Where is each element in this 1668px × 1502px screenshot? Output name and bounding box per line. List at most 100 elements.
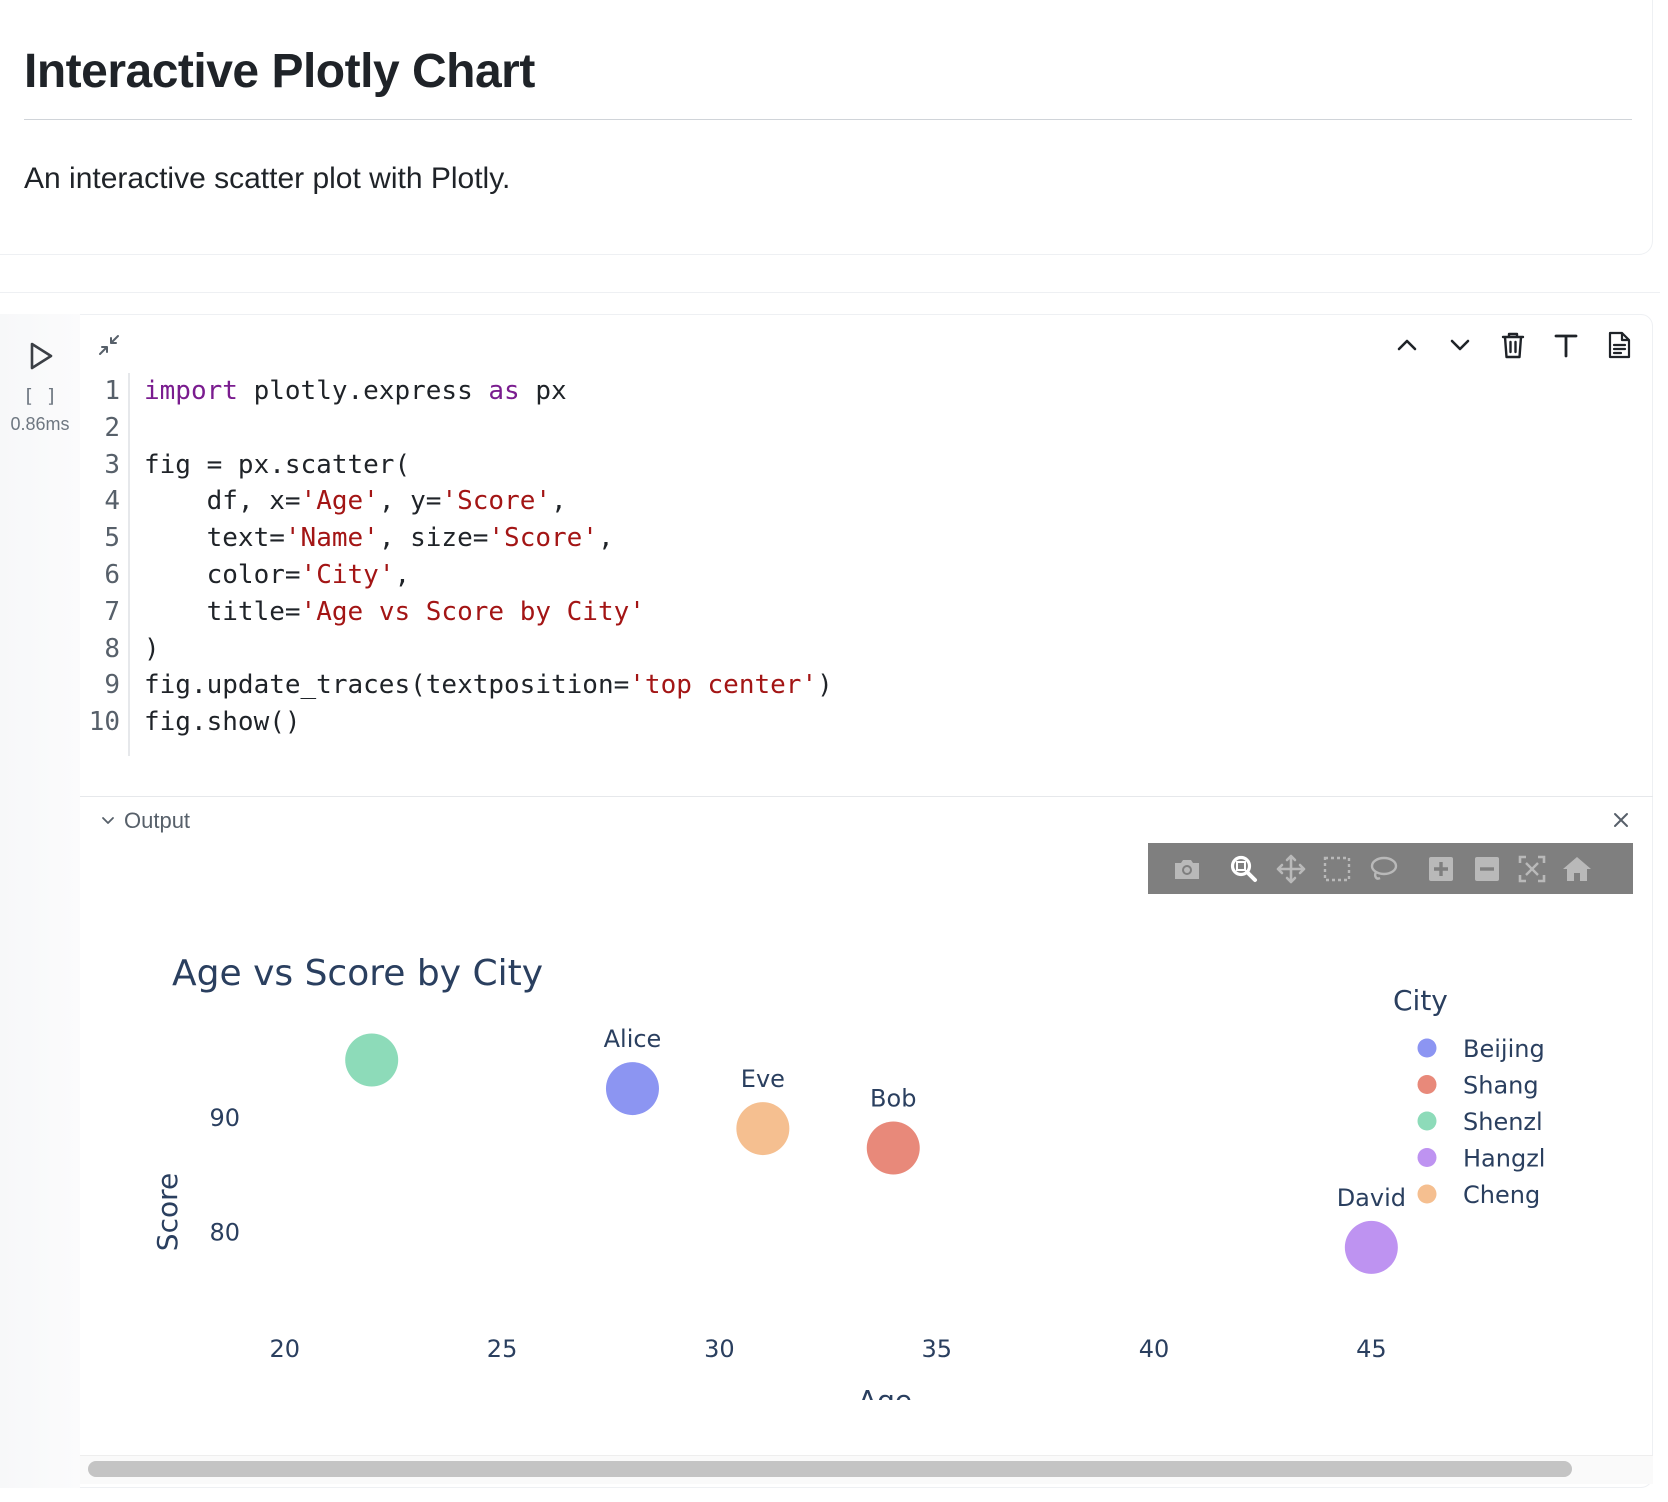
legend-marker-beijing (1417, 1038, 1437, 1058)
pan-button[interactable] (1274, 852, 1308, 886)
page-title: Interactive Plotly Chart (24, 45, 535, 98)
markdown-cell[interactable]: Interactive Plotly Chart An interactive … (0, 0, 1653, 255)
execution-time: 0.86ms (10, 414, 70, 434)
trash-icon (1501, 332, 1525, 359)
code-token: 'top center' (629, 670, 818, 701)
legend-item-label: Shenzl (1463, 1108, 1543, 1136)
output-divider (80, 796, 1653, 797)
close-output-button[interactable] (1607, 806, 1635, 834)
code-line: color='City', (144, 557, 411, 593)
code-line: import plotly.express as px (144, 373, 567, 409)
title-divider (24, 119, 1632, 120)
x-tick-label: 45 (1356, 1335, 1387, 1363)
code-token: import (144, 376, 238, 406)
code-token: 'Score' (441, 486, 552, 517)
scatter-point-chengdu (736, 1102, 790, 1156)
code-token: color= (144, 560, 301, 590)
zoom-out-button[interactable] (1470, 852, 1504, 886)
run-cell-button[interactable] (26, 340, 56, 372)
y-axis-label: Score (151, 1173, 184, 1251)
autoscale-icon (1518, 855, 1546, 883)
output-label: Output (124, 808, 191, 833)
legend-item-label: Beijing (1463, 1035, 1545, 1063)
code-token: px (519, 376, 567, 406)
scatter-point-shenzhen (345, 1033, 399, 1087)
code-token: text= (144, 523, 285, 554)
code-token: 'Name' (284, 523, 379, 554)
y-tick-label: 80 (209, 1218, 240, 1246)
code-token: 'Score' (488, 523, 598, 554)
line-numbers: 1 2 3 4 5 6 7 8 9 10 (80, 373, 130, 756)
code-line: fig.update_traces(textposition='top cent… (144, 667, 833, 703)
code-line: df, x='Age', y='Score', (144, 483, 567, 519)
chevron-up-icon (1397, 339, 1417, 351)
autoscale-button[interactable] (1515, 852, 1549, 886)
x-tick-label: 25 (487, 1335, 518, 1363)
line-number: 10 (88, 707, 120, 738)
line-number: 6 (104, 560, 120, 590)
close-icon (1614, 813, 1628, 827)
chevron-down-icon (102, 817, 114, 824)
collapse-cell-button[interactable] (96, 332, 122, 358)
zoom-in-button[interactable] (1424, 852, 1458, 886)
line-number: 4 (104, 486, 120, 517)
reset-axes-button[interactable] (1560, 852, 1594, 886)
x-tick-label: 35 (921, 1335, 952, 1363)
text-icon (1554, 334, 1578, 358)
code-line: text='Name', size='Score', (144, 520, 614, 556)
collapse-arrows-icon (99, 335, 119, 355)
code-line: title='Age vs Score by City' (144, 594, 645, 630)
code-token: 'Age' (300, 486, 379, 517)
code-token: ) (144, 633, 160, 664)
x-tick-label: 40 (1139, 1335, 1170, 1363)
markdown-description: An interactive scatter plot with Plotly. (24, 162, 511, 195)
execution-count: [ ] (22, 385, 58, 407)
legend-item-label: Hangzl (1463, 1145, 1545, 1173)
output-toggle[interactable]: Output (100, 806, 190, 836)
box-select-button[interactable] (1320, 852, 1354, 886)
delete-cell-button[interactable] (1496, 328, 1530, 362)
horizontal-scrollbar-thumb[interactable] (88, 1461, 1572, 1477)
scatter-point-shanghai (866, 1121, 920, 1175)
scatter-point-hangzhou (1344, 1220, 1398, 1274)
code-token: ) (817, 670, 833, 701)
move-up-button[interactable] (1390, 328, 1424, 362)
pan-icon (1276, 854, 1306, 884)
code-line: ) (144, 631, 160, 667)
scatter-point-beijing (605, 1062, 659, 1116)
code-token: fig = px.scatter( (144, 449, 411, 480)
line-number: 9 (104, 670, 120, 701)
x-axis-label: Age (858, 1384, 912, 1400)
line-number: 7 (104, 596, 120, 627)
legend-item-label: Shang (1463, 1072, 1539, 1100)
code-token: , y= (378, 486, 442, 517)
lasso-select-button[interactable] (1366, 852, 1400, 886)
x-tick-label: 20 (269, 1335, 300, 1363)
x-tick-label: 30 (704, 1335, 735, 1363)
line-number: 2 (104, 412, 120, 443)
cell-separator (0, 292, 1660, 293)
convert-to-markdown-button[interactable] (1549, 328, 1583, 362)
legend-marker-hangzhou (1417, 1148, 1437, 1167)
zoom-button[interactable] (1227, 852, 1261, 886)
chart-title: Age vs Score by City (172, 953, 543, 994)
box-select-icon (1323, 856, 1351, 882)
code-line: fig = px.scatter( (144, 447, 410, 483)
download-png-button[interactable] (1170, 852, 1204, 886)
line-number: 5 (104, 523, 120, 554)
point-label: Bob (870, 1085, 916, 1113)
code-token: fig.show() (144, 707, 301, 738)
move-down-button[interactable] (1443, 328, 1477, 362)
plotly-chart[interactable]: Age vs Score by City 20 25 30 35 40 45 80 90 Age S… (80, 880, 1653, 1400)
code-token: 'Age vs Score by City' (300, 596, 645, 627)
lasso-icon (1370, 856, 1398, 880)
cell-document-button[interactable] (1602, 328, 1636, 362)
code-token: , size= (378, 523, 489, 554)
camera-icon (1175, 860, 1199, 879)
code-token: plotly.express (237, 376, 489, 406)
play-icon (30, 342, 53, 370)
legend-marker-shenzhen (1417, 1111, 1437, 1131)
home-icon (1563, 857, 1591, 881)
line-number: 8 (104, 633, 120, 664)
chevron-down-icon (1450, 339, 1470, 351)
